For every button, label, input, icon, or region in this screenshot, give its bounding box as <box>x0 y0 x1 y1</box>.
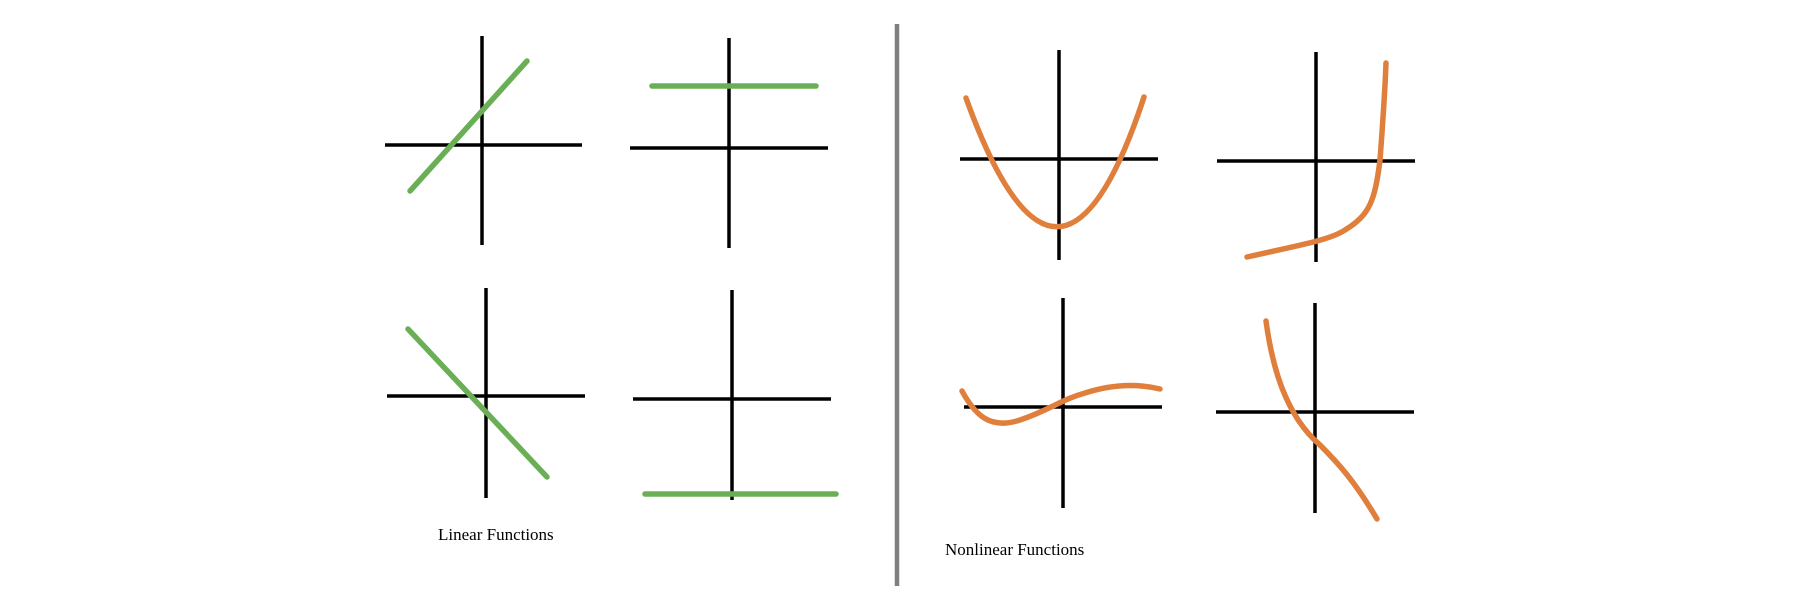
decreasing-curve <box>1263 318 1380 522</box>
linear-increasing-graph-icon <box>385 36 582 245</box>
linear-constant-negative-graph-icon <box>633 290 839 500</box>
increasing-line <box>407 58 530 194</box>
linear-decreasing-graph-icon <box>387 288 585 498</box>
linear-panel: Linear Functions <box>385 36 839 544</box>
exponential-curve <box>1244 60 1389 260</box>
parabola-graph-icon <box>960 50 1158 260</box>
cubic-curve <box>959 382 1163 426</box>
nonlinear-panel: Nonlinear Functions <box>945 50 1415 559</box>
exponential-graph-icon <box>1217 52 1415 262</box>
cubic-graph-icon <box>959 298 1163 508</box>
nonlinear-functions-caption: Nonlinear Functions <box>945 540 1084 559</box>
parabola-curve <box>963 94 1147 230</box>
decreasing-line <box>405 326 550 480</box>
linear-functions-caption: Linear Functions <box>438 525 554 544</box>
linear-constant-positive-graph-icon <box>630 38 828 248</box>
decreasing-curve-graph-icon <box>1216 303 1414 522</box>
